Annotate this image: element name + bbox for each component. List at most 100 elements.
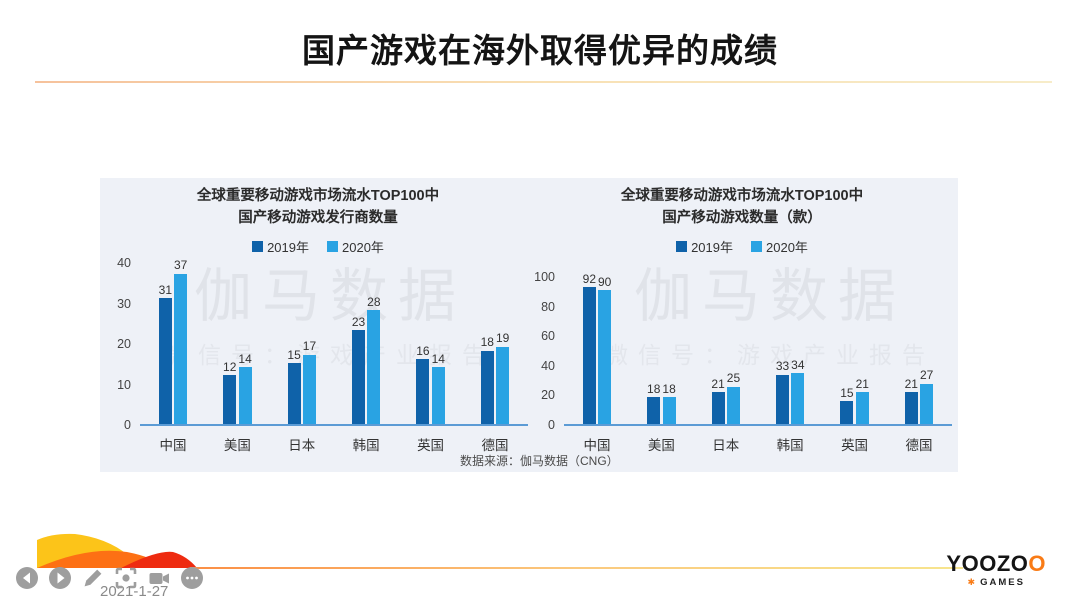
legend-label: 2019年 — [691, 239, 733, 255]
bar-value-label: 17 — [302, 339, 317, 354]
bar-group: 92 90 — [568, 272, 626, 424]
bar-2019年: 92 — [582, 272, 596, 424]
bar-rect — [840, 401, 854, 424]
bar-value-label: 21 — [855, 377, 869, 392]
bar-rect — [158, 297, 172, 424]
bar-2019年: 16 — [416, 343, 430, 424]
legend: 2019年 2020年 — [108, 237, 528, 256]
bar-2020年: 28 — [367, 294, 381, 424]
screenshot-icon[interactable] — [115, 567, 137, 589]
play-icon[interactable] — [49, 567, 71, 589]
bar-value-label: 18 — [662, 381, 676, 396]
bar-rect — [480, 350, 494, 424]
bar-2019年: 15 — [287, 348, 301, 424]
y-axis: 0 10 20 30 40 — [108, 257, 140, 431]
y-tick: 60 — [541, 329, 555, 344]
bar-value-label: 21 — [904, 377, 918, 392]
x-axis-label: 德国 — [481, 437, 509, 453]
bar-rect — [920, 383, 934, 424]
bar-group: 33 34 — [761, 273, 819, 424]
logo-flower-icon: ✱ — [967, 577, 978, 587]
data-source-note: 数据来源：伽马数据（CNG） — [460, 454, 619, 468]
page-title: 国产游戏在海外取得优异的成绩 — [302, 32, 778, 69]
bar-value-label: 16 — [416, 343, 430, 358]
bar-group: 15 17 — [273, 259, 331, 424]
legend-item-2019: 2019年 — [676, 237, 733, 256]
bar-value-label: 19 — [495, 331, 510, 346]
bar-rect — [238, 366, 252, 424]
bar-2020年: 14 — [432, 352, 445, 424]
chart-publishers: 全球重要移动游戏市场流水TOP100中 国产移动游戏发行商数量 2019年 20… — [108, 186, 528, 454]
legend-label: 2020年 — [342, 239, 384, 255]
edit-pen-icon[interactable] — [82, 567, 104, 589]
bar-value-label: 18 — [480, 335, 494, 350]
bar-value-label: 37 — [174, 258, 188, 273]
y-tick: 40 — [117, 256, 131, 270]
bar-value-label: 31 — [158, 282, 172, 297]
bar-rect — [174, 273, 188, 424]
x-axis-label: 德国 — [905, 437, 933, 453]
logo-sub: GAMES — [980, 577, 1025, 588]
more-icon[interactable] — [181, 567, 203, 589]
bar-2019年: 15 — [840, 386, 854, 424]
bar-rect — [855, 392, 869, 424]
bar-rect — [775, 374, 789, 424]
bar-value-label: 33 — [775, 359, 790, 374]
logo-brand-accent: O — [1028, 551, 1046, 576]
chart-panel: 伽马数据 微信号：游戏产业报告 伽马数据 微信号：游戏产业报告 全球重要移动游戏… — [100, 178, 958, 472]
bar-2019年: 21 — [711, 377, 725, 424]
x-axis-label: 英国 — [841, 437, 869, 453]
bar-value-label: 34 — [791, 358, 805, 372]
record-video-icon[interactable] — [148, 567, 170, 589]
bar-rect — [598, 290, 612, 424]
legend-item-2019: 2019年 — [252, 237, 309, 256]
bar-2020年: 19 — [495, 331, 510, 424]
legend-item-2020: 2020年 — [327, 237, 384, 256]
bar-value-label: 14 — [238, 351, 252, 366]
bar-rect — [791, 373, 805, 424]
bar-2019年: 12 — [223, 360, 236, 424]
previous-icon[interactable] — [16, 567, 38, 589]
bar-2020年: 34 — [791, 358, 805, 424]
legend-swatch-2019 — [252, 240, 264, 252]
legend-swatch-2020 — [327, 240, 338, 252]
wave-decoration — [37, 533, 197, 568]
chart-games: 全球重要移动游戏市场流水TOP100中 国产移动游戏数量（款） 2019年 20… — [532, 186, 952, 454]
bar-value-label: 28 — [367, 294, 381, 309]
bar-2020年: 14 — [238, 351, 252, 424]
bar-value-label: 25 — [726, 371, 741, 386]
bar-2019年: 18 — [480, 335, 494, 424]
bar-rect — [582, 287, 596, 424]
bar-2020年: 17 — [302, 339, 317, 424]
bar-2019年: 21 — [904, 377, 918, 424]
bar-rect — [496, 346, 510, 424]
legend: 2019年 2020年 — [532, 237, 952, 256]
legend-label: 2020年 — [766, 239, 808, 255]
x-axis-label: 中国 — [159, 437, 187, 453]
x-axis-label: 日本 — [288, 437, 316, 453]
plot-area: 31 37 12 14 15 17 23 28 16 14 18 19 — [140, 258, 528, 426]
player-controls — [16, 567, 203, 589]
bar-rect — [662, 396, 676, 424]
bar-rect — [287, 362, 301, 424]
bar-rect — [711, 392, 725, 424]
bar-2019年: 31 — [158, 282, 172, 424]
bar-rect — [351, 330, 365, 424]
bar-group: 23 28 — [337, 259, 395, 424]
x-axis-label: 美国 — [647, 437, 675, 453]
x-axis-label: 美国 — [223, 437, 251, 453]
y-axis: 0 20 40 60 80 100 — [532, 271, 564, 431]
bar-2020年: 25 — [726, 371, 741, 424]
y-tick: 0 — [124, 418, 131, 432]
bar-2020年: 27 — [920, 369, 934, 424]
x-axis-label: 日本 — [712, 437, 740, 453]
x-axis-labels: 中国 美国 日本 韩国 英国 德国 — [532, 434, 952, 454]
bar-2019年: 23 — [351, 315, 365, 424]
bar-value-label: 21 — [711, 377, 725, 392]
legend-swatch-2019 — [676, 240, 688, 252]
bar-2020年: 90 — [598, 275, 612, 424]
bar-value-label: 15 — [840, 386, 854, 401]
y-tick: 80 — [541, 299, 555, 314]
bar-rect — [367, 310, 381, 424]
